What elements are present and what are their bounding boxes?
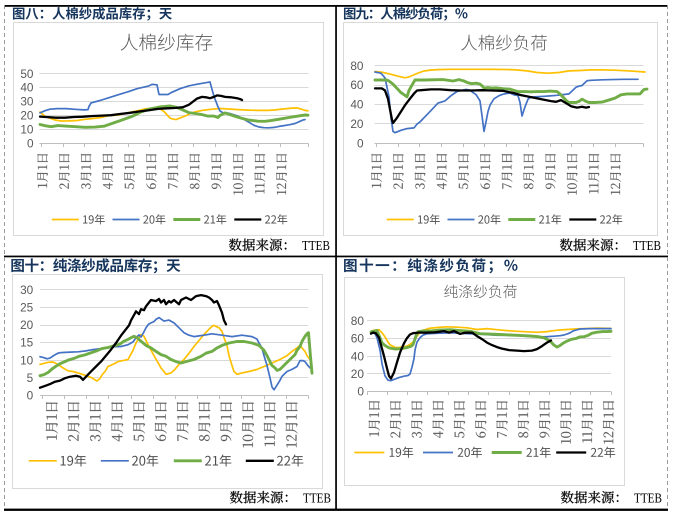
svg-text:80: 80 [350, 59, 364, 73]
svg-text:15: 15 [20, 336, 34, 350]
svg-text:5: 5 [27, 371, 34, 385]
svg-text:20: 20 [20, 109, 34, 123]
svg-text:20: 20 [350, 117, 364, 131]
svg-text:25: 25 [20, 301, 34, 315]
svg-text:0: 0 [27, 389, 34, 403]
svg-text:TTEB: TTEB [302, 238, 330, 253]
svg-text:10: 10 [20, 123, 34, 137]
svg-text:10: 10 [20, 353, 34, 367]
svg-text:TTEB: TTEB [634, 490, 662, 505]
svg-text:50: 50 [20, 67, 34, 81]
svg-text:TTEB: TTEB [303, 490, 331, 505]
svg-text:40: 40 [20, 81, 34, 95]
svg-text:40: 40 [351, 349, 365, 363]
svg-text:0: 0 [357, 385, 364, 399]
svg-text:0: 0 [27, 136, 34, 150]
svg-text:30: 30 [20, 283, 34, 297]
svg-text:30: 30 [20, 95, 34, 109]
svg-text:20: 20 [351, 367, 365, 381]
svg-text:80: 80 [351, 314, 365, 328]
svg-text:TTEB: TTEB [633, 238, 661, 253]
svg-text:40: 40 [350, 98, 364, 112]
svg-text:60: 60 [350, 78, 364, 92]
svg-text:0: 0 [357, 137, 364, 151]
svg-text:60: 60 [351, 332, 365, 346]
svg-text:20: 20 [20, 318, 34, 332]
